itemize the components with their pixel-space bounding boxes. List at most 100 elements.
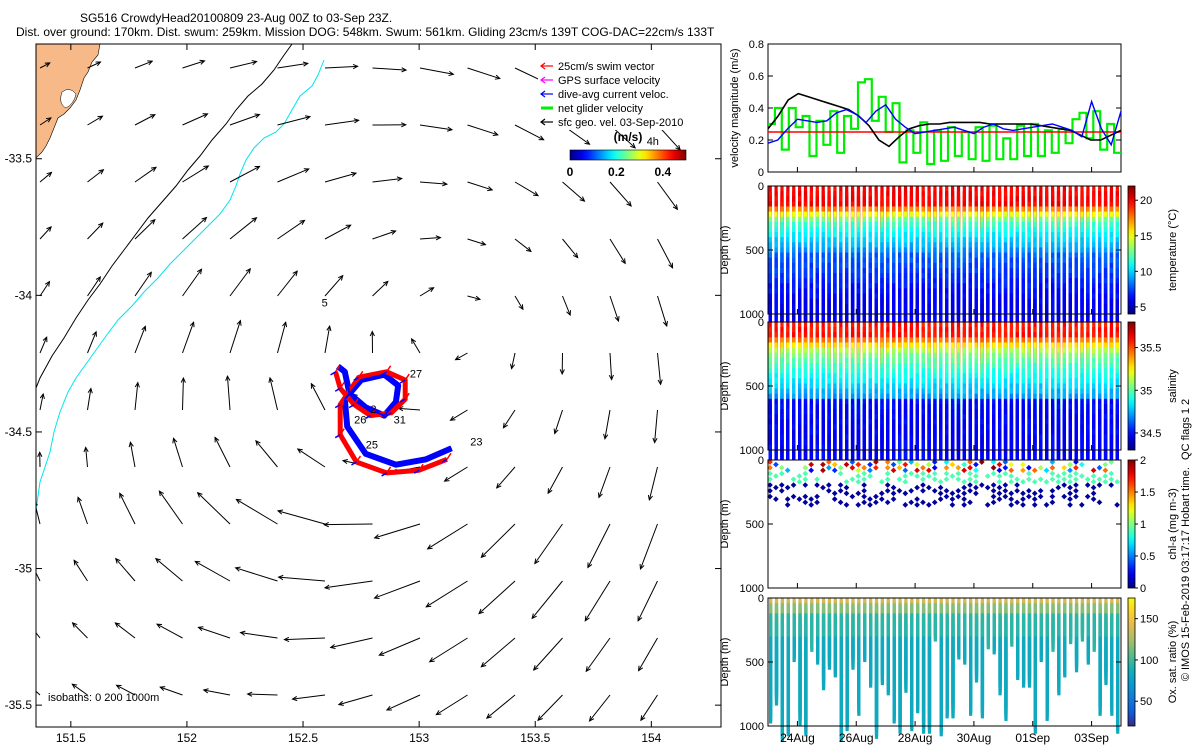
geo-velocity-arrow	[87, 387, 93, 411]
geo-velocity-arrow	[73, 559, 88, 582]
temperature-colorbar	[1127, 185, 1136, 315]
legend-label: net glider velocity	[558, 103, 643, 115]
geo-velocity-arrow	[277, 61, 309, 69]
geo-velocity-arrow	[372, 176, 403, 183]
dac-vector	[381, 371, 388, 376]
geo-velocity-arrow	[502, 409, 516, 429]
velocity-y-tick-label: 0.4	[749, 103, 764, 115]
geo-velocity-arrow	[87, 169, 105, 183]
velocity-y-label: velocity magnitude (m/s)	[729, 48, 741, 167]
oxygen-colorbar-tick-label: 150	[1140, 614, 1158, 626]
dac-vector	[385, 412, 392, 417]
geo-velocity-arrow	[584, 580, 611, 622]
chla-colorbar-label: chl-a (mg m-3)	[1167, 488, 1179, 560]
temperature-colorbar-label: temperature (°C)	[1167, 209, 1179, 291]
geo-velocity-arrow	[119, 492, 136, 525]
geo-velocity-arrow	[255, 439, 278, 468]
velocity-y-tick-label: 0	[758, 167, 764, 179]
date-tick-label: 26Aug	[839, 731, 874, 745]
geo-velocity-arrow	[373, 580, 421, 599]
geo-velocity-arrow	[652, 409, 658, 444]
geo-velocity-arrow	[534, 523, 563, 565]
geo-velocity-arrow	[608, 352, 614, 381]
legend-entry: sfc geo. vel. 03-Sep-2010	[540, 117, 683, 129]
chla-y-label: Depth (m)	[719, 500, 731, 549]
geo-velocity-arrow	[277, 270, 298, 297]
dac-vector	[381, 472, 388, 477]
salinity-plot-area	[768, 322, 1121, 450]
geo-velocity-arrow	[158, 490, 183, 525]
geo-velocity-arrow	[514, 124, 545, 141]
geo-velocity-arrow	[647, 466, 658, 502]
geo-velocity-arrow	[478, 580, 516, 615]
geo-velocity-arrow	[324, 325, 332, 354]
dac-track-core	[337, 365, 452, 466]
temperature-y-tick-label: 0	[758, 181, 764, 193]
geo-velocity-arrow	[588, 694, 611, 722]
geo-velocity-arrow	[531, 580, 563, 620]
temperature-colorbar-tick-label: 20	[1140, 195, 1152, 207]
velocity-plot-area	[767, 43, 1122, 173]
chla-colorbar-tick-label: 0	[1140, 583, 1146, 595]
temperature-y-tick-label: 500	[746, 245, 764, 257]
geo-velocity-arrow	[277, 115, 312, 126]
panel-oxygen: 0 500 1000 Depth (m) 50 100 150 Ox. sat. ratio …	[719, 593, 1179, 742]
geo-velocity-arrow	[71, 622, 88, 639]
geo-velocity-arrow	[87, 61, 102, 69]
day-label: 25	[366, 439, 378, 451]
geo-velocity-arrow	[277, 321, 288, 354]
day-label: 31	[394, 415, 406, 427]
geo-velocity-arrow	[597, 466, 611, 499]
geo-velocity-arrow	[77, 496, 88, 525]
map-y-tick-label: -33.5	[5, 152, 33, 166]
map-y-tick-label: -35	[15, 562, 33, 576]
geo-velocity-arrow	[480, 637, 516, 668]
geo-velocity-arrow	[277, 219, 306, 240]
geo-velocity-arrow	[296, 448, 326, 468]
glider-track	[330, 364, 453, 477]
geo-velocity-arrow	[229, 113, 261, 126]
geo-velocity-arrow	[559, 352, 565, 376]
map-x-tick-label: 154	[641, 731, 661, 745]
temperature-plot-area	[768, 186, 1121, 314]
chla-y-tick-label: 1000	[740, 583, 764, 595]
lake	[60, 89, 77, 109]
geo-velocity-arrow	[425, 580, 468, 608]
map-x-tick-label: 153	[409, 731, 429, 745]
geo-velocity-arrow	[532, 637, 563, 671]
geo-velocity-arrow	[585, 637, 611, 673]
geo-velocity-arrow	[657, 238, 674, 269]
geo-velocity-arrow	[214, 436, 231, 468]
geo-velocity-arrow	[419, 181, 449, 187]
velocity-y-tick-label: 0.8	[749, 39, 764, 51]
geo-velocity-arrow	[324, 63, 359, 70]
chart-title-line1: SG516 CrowdyHead20100809 23-Aug 00Z to 0…	[80, 11, 393, 25]
geo-velocity-arrow	[637, 580, 658, 622]
geo-velocity-arrow	[372, 229, 397, 240]
oxygen-colorbar-tick-label: 100	[1140, 655, 1158, 667]
dac-vector	[351, 461, 357, 466]
geo-velocity-arrow	[87, 115, 104, 126]
oxygen-y-tick-label: 1000	[740, 721, 764, 733]
geo-velocity-arrow	[229, 217, 258, 240]
salinity-colorbar	[1127, 321, 1136, 451]
velocity-panel: 0 0.2 0.4 0.6 0.8 velocity magnitude (m/s)	[729, 39, 1122, 179]
geo-velocity-arrow	[537, 694, 563, 722]
copyright-text: © IMOS 15-Feb-2019 03:17:17 Hobart time.	[1180, 467, 1192, 681]
velocity-series-geo	[767, 92, 1122, 148]
chart-title-line2: Dist. over ground: 170km. Dist. swum: 25…	[16, 25, 715, 39]
geo-velocity-arrow	[385, 694, 421, 711]
geo-velocity-arrow	[324, 171, 358, 183]
date-tick-label: 01Sep	[1015, 731, 1050, 745]
chla-y-tick-label: 0	[758, 455, 764, 467]
colorbar-unit: (m/s)	[614, 130, 643, 144]
legend-label: dive-avg current veloc.	[558, 89, 669, 101]
geo-velocity-arrow	[609, 181, 632, 207]
geo-velocity-arrow	[182, 321, 195, 354]
geo-velocity-arrow	[277, 574, 326, 582]
geo-velocity-arrow	[71, 683, 88, 696]
swim-vector	[339, 398, 345, 406]
geo-velocity-arrow	[638, 637, 658, 672]
qc-note: QC flags 1 2	[1180, 399, 1192, 460]
geo-velocity-arrow	[410, 337, 421, 354]
